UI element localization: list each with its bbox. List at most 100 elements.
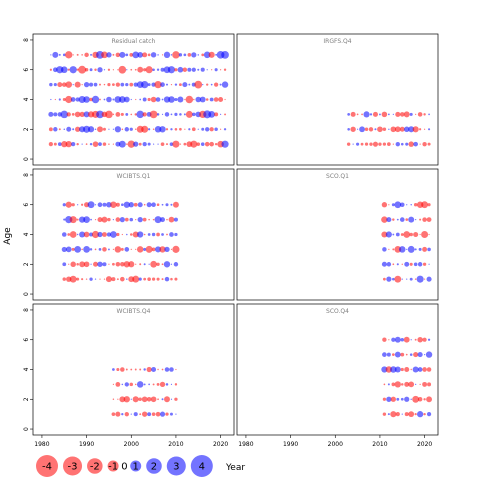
residual-bubble <box>404 396 410 402</box>
residual-bubble <box>155 97 161 102</box>
residual-bubble <box>414 338 417 341</box>
residual-bubble <box>175 413 177 415</box>
residual-bubble <box>386 276 392 282</box>
residual-bubble <box>392 113 394 115</box>
residual-bubble <box>410 339 412 341</box>
residual-bubble <box>94 204 97 206</box>
residual-bubble <box>58 98 61 101</box>
residual-bubble <box>65 95 73 104</box>
residual-bubble <box>164 246 170 253</box>
residual-bubble <box>391 353 395 356</box>
residual-bubble <box>395 111 401 117</box>
x-tick-label: 2010 <box>372 441 387 448</box>
x-tick-label: 2000 <box>124 441 139 448</box>
residual-bubble <box>197 128 199 130</box>
residual-bubble <box>405 142 409 146</box>
residual-bubble <box>417 112 423 117</box>
residual-bubble <box>405 353 408 356</box>
residual-bubble <box>83 81 90 88</box>
residual-bubble <box>67 68 70 71</box>
residual-bubble <box>386 217 392 223</box>
residual-bubble <box>48 111 54 117</box>
residual-bubble <box>173 217 178 222</box>
residual-bubble <box>98 142 102 147</box>
residual-bubble <box>115 381 121 387</box>
residual-bubble <box>116 278 119 281</box>
residual-bubble <box>132 231 139 238</box>
residual-bubble <box>98 248 102 251</box>
residual-bubble <box>405 218 409 221</box>
residual-bubble <box>166 233 168 236</box>
residual-bubble <box>141 80 149 89</box>
residual-bubble <box>53 83 57 87</box>
residual-bubble <box>151 202 156 208</box>
residual-bubble <box>195 96 202 103</box>
residual-bubble <box>422 262 427 266</box>
residual-bubble <box>65 201 72 208</box>
residual-bubble <box>399 126 405 132</box>
residual-bubble <box>142 217 147 222</box>
panel-title: Residual catch <box>112 38 156 45</box>
residual-bubble <box>388 128 390 130</box>
residual-bubble <box>121 412 124 416</box>
residual-bubble <box>172 201 179 208</box>
residual-bubble <box>160 217 165 223</box>
residual-bubble <box>112 53 115 56</box>
residual-bubble <box>125 368 128 371</box>
residual-bubble <box>394 381 401 388</box>
residual-bubble <box>170 263 173 265</box>
residual-bubble <box>408 411 415 418</box>
legend-label: 0 <box>121 462 127 473</box>
y-axis-title: Age <box>3 227 13 245</box>
residual-bubble <box>418 247 422 251</box>
residual-bubble <box>76 277 80 281</box>
residual-bubble <box>134 68 137 71</box>
residual-bubble <box>359 126 365 133</box>
residual-bubble <box>115 112 121 117</box>
residual-bubble <box>83 245 91 253</box>
residual-bubble <box>221 140 229 148</box>
residual-bubble <box>83 261 90 268</box>
residual-bubble <box>102 202 107 207</box>
residual-bubble <box>400 337 405 342</box>
residual-bubble <box>123 261 130 268</box>
residual-bubble <box>388 248 390 250</box>
residual-bubble <box>404 366 410 373</box>
residual-bubble <box>133 82 138 87</box>
residual-bubble <box>404 381 410 387</box>
residual-bubble <box>347 127 350 131</box>
residual-bubble <box>128 202 134 208</box>
legend-bubble <box>107 460 119 472</box>
residual-bubble <box>112 143 114 145</box>
residual-bubble <box>382 337 387 342</box>
x-tick-label: 1980 <box>34 441 49 448</box>
residual-bubble <box>134 383 137 386</box>
residual-bubble <box>396 263 399 266</box>
residual-bubble <box>121 203 124 207</box>
residual-bubble <box>426 276 432 282</box>
residual-bubble <box>62 98 66 101</box>
residual-bubble <box>74 111 81 118</box>
residual-bubble <box>139 98 142 101</box>
residual-bubble <box>111 277 116 282</box>
residual-bubble <box>381 231 388 238</box>
bubble-size-legend: -4 -3 -2 -1 0 1 2 3 4 <box>36 455 213 477</box>
residual-bubble <box>169 142 174 146</box>
residual-bubble <box>148 218 150 221</box>
residual-bubble <box>134 368 137 371</box>
residual-bubble <box>124 411 129 417</box>
y-tick-label: 2 <box>23 262 30 266</box>
residual-bubble <box>388 339 390 341</box>
residual-bubble <box>392 218 395 221</box>
residual-bubble <box>49 68 52 71</box>
residual-bubble <box>174 68 178 72</box>
residual-bubble <box>124 217 129 222</box>
residual-bubble <box>174 232 178 237</box>
residual-bubble <box>170 248 173 250</box>
residual-bubble <box>369 142 373 146</box>
legend-entry: -2 <box>87 458 103 474</box>
residual-bubble <box>149 110 158 119</box>
y-tick-label: 0 <box>23 157 30 161</box>
legend-label: 3 <box>173 462 179 473</box>
